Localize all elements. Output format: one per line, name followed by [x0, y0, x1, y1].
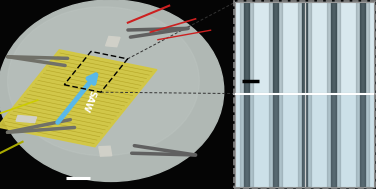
Text: SAW: SAW — [79, 88, 96, 113]
Bar — [356, 2, 369, 93]
Bar — [302, 94, 307, 187]
Bar — [244, 94, 249, 187]
Polygon shape — [106, 36, 120, 47]
Bar — [273, 2, 278, 93]
Bar — [235, 94, 374, 187]
Bar — [0, 0, 234, 189]
Bar — [235, 94, 374, 187]
Bar — [360, 94, 365, 187]
Ellipse shape — [8, 7, 199, 156]
Bar — [298, 2, 311, 93]
Bar — [235, 2, 374, 93]
Bar — [234, 1, 375, 188]
Bar — [298, 94, 311, 187]
Bar — [302, 2, 307, 93]
Bar — [331, 2, 336, 93]
Polygon shape — [99, 146, 112, 156]
Bar — [235, 2, 374, 93]
Bar — [273, 94, 278, 187]
Bar — [331, 94, 336, 187]
Bar — [327, 94, 340, 187]
Bar — [356, 94, 369, 187]
Bar — [269, 2, 282, 93]
Bar — [244, 2, 249, 93]
Bar — [269, 94, 282, 187]
Polygon shape — [16, 115, 36, 123]
Bar — [240, 94, 253, 187]
Polygon shape — [0, 50, 157, 147]
Bar — [327, 2, 340, 93]
Bar — [240, 2, 253, 93]
Ellipse shape — [0, 0, 224, 181]
Bar — [360, 2, 365, 93]
